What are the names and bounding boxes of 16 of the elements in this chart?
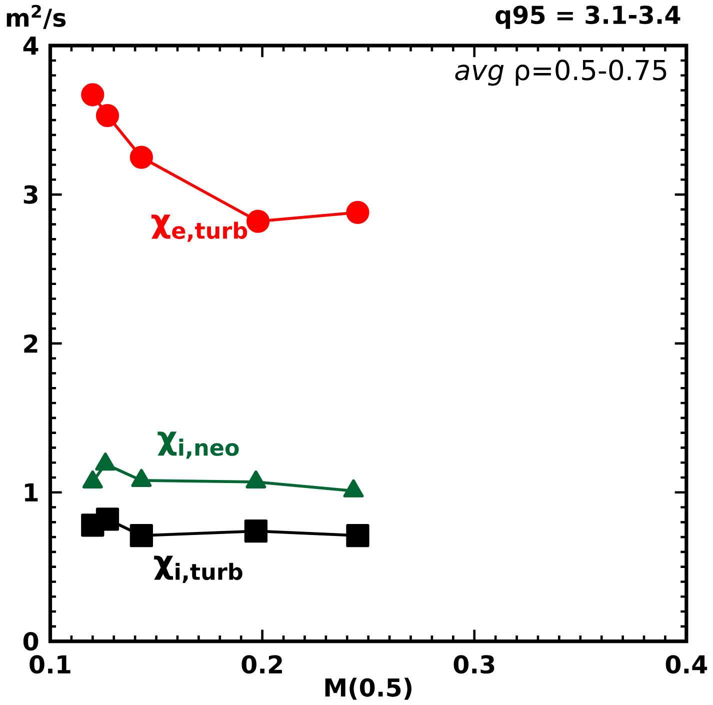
x-tick-label: 0.3 — [454, 655, 494, 674]
annotation: avg ρ=0.5-0.75 — [455, 60, 666, 86]
chart-title: q95 = 3.1-3.4 — [496, 6, 680, 30]
y-tick-label: 1 — [25, 484, 38, 502]
y-tick-label: 0 — [23, 632, 38, 651]
x-tick-label: 0.2 — [242, 655, 282, 674]
x-axis-title: M(0.5) — [325, 678, 412, 700]
legend-label: χ$_{e,turb}$ — [151, 214, 248, 242]
y-tick-label: 4 — [23, 36, 38, 55]
y-tick-label: 2 — [24, 334, 38, 353]
x-tick-label: 0.4 — [666, 655, 708, 674]
x-tick-label: 0.1 — [30, 655, 70, 674]
y-axis-title: m$^{2}$/s — [6, 5, 66, 30]
y-tick-label: 3 — [24, 185, 38, 204]
series-label: χ$_{i,turb}$ — [154, 556, 242, 584]
series-label: χ$_{i,neo}$ — [158, 432, 239, 459]
